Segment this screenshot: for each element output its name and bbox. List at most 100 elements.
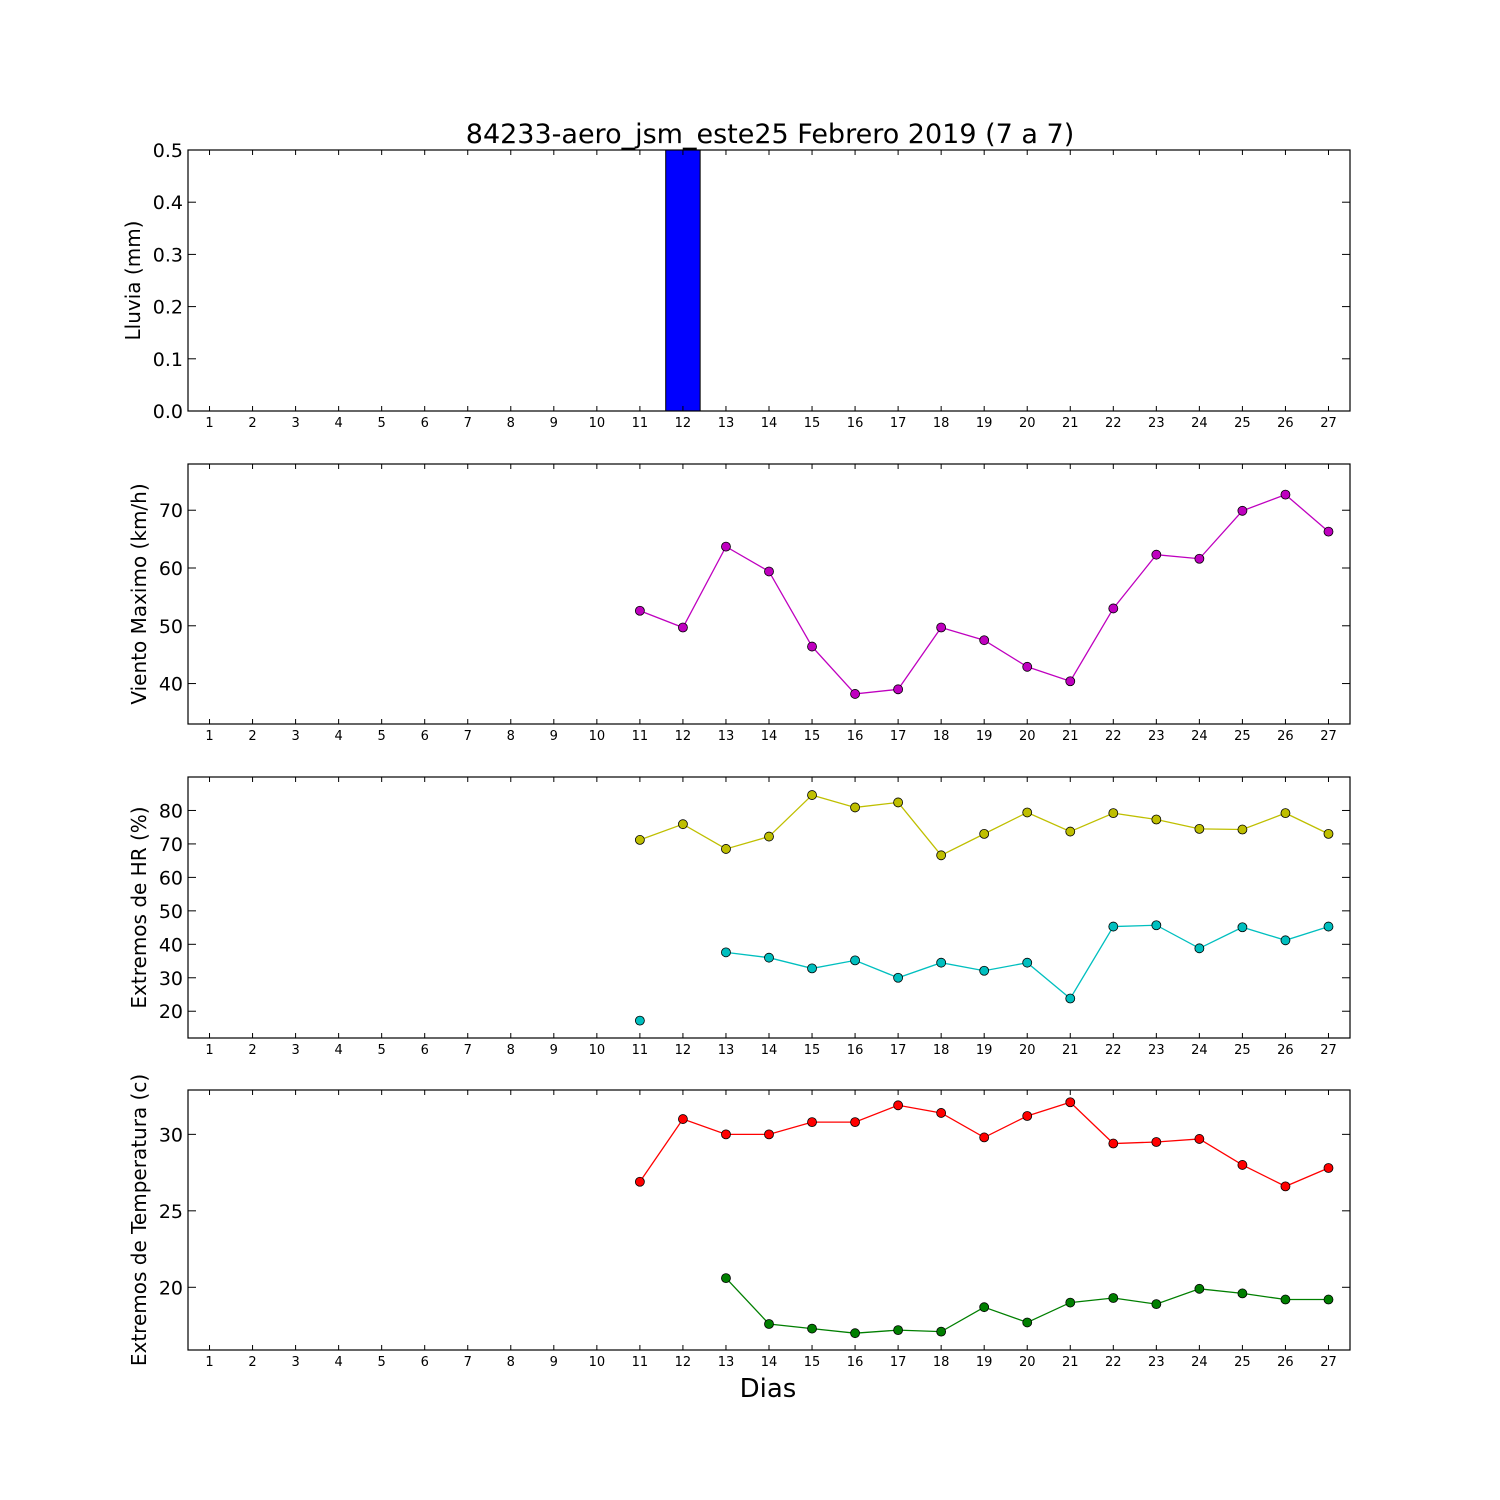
rain-x-tick-label: 24 [1191,416,1208,431]
wind-x-tick-label: 23 [1148,729,1165,744]
hr-series-1-line [639,794,1329,857]
temp-x-tick-label: 27 [1320,1355,1337,1370]
wind-x-tick-label: 10 [589,729,606,744]
wind-axes-frame [187,463,1351,725]
wind-series-1-point [1323,526,1334,537]
chart-title: 84233-aero_jsm_este25 Febrero 2019 (7 a … [466,119,1074,150]
wind-x-tick-label: 20 [1019,729,1036,744]
hr-series-2-point [1323,921,1334,932]
temp-x-tick-label: 6 [421,1355,429,1370]
rain-x-tick-label: 25 [1234,416,1251,431]
wind-series-1-point [893,684,904,695]
wind-x-tick-label: 26 [1277,729,1294,744]
hr-x-tick-label: 12 [675,1043,692,1058]
temp-series-1-point [634,1176,645,1187]
temp-series-1-point [850,1117,860,1128]
rain-x-tick-label: 6 [421,416,429,431]
hr-y-tick-label: 50 [159,901,183,923]
temp-x-tick-label: 24 [1191,1355,1208,1370]
hr-series-1-point [850,802,860,813]
wind-x-tick-label: 27 [1320,729,1337,744]
temp-x-tick-label: 3 [291,1355,299,1370]
temp-x-tick-label: 23 [1148,1355,1165,1370]
hr-series-1-point [764,831,774,842]
rain-bar [665,150,701,411]
wind-x-tick-label: 13 [718,729,735,744]
hr-series-2-point [1280,935,1291,946]
temp-series-2-point [1151,1299,1162,1310]
hr-x-tick-label: 1 [205,1043,213,1058]
rain-y-tick-label: 0.2 [153,297,183,319]
hr-series-2-point [979,965,990,976]
hr-series-1-point [678,819,688,830]
hr-y-axis-label: Extremos de HR (%) [127,806,151,1008]
wind-series-1-point [1108,603,1119,614]
wind-series-1-point [1151,549,1162,560]
rain-x-tick-label: 15 [804,416,821,431]
wind-x-tick-label: 14 [761,729,778,744]
hr-x-tick-label: 21 [1062,1043,1079,1058]
hr-x-tick-label: 10 [589,1043,606,1058]
temp-x-tick-label: 1 [205,1355,213,1370]
hr-series-1-point [979,828,990,839]
rain-data-area [622,150,1347,411]
hr-y-tick-label: 60 [159,867,183,889]
wind-series-1-point [807,641,817,652]
hr-series-2-point [1194,943,1205,954]
temp-series-2-point [721,1273,731,1284]
hr-y-tick-label: 20 [159,1001,183,1023]
hr-x-tick-label: 6 [421,1043,429,1058]
rain-y-tick-label: 0.1 [153,349,183,371]
hr-series-2-point [1108,921,1119,932]
temp-x-tick-label: 15 [804,1355,821,1370]
hr-series-2-point [893,972,904,983]
hr-series-1-point [1323,828,1334,839]
wind-series-1-point [1280,489,1291,500]
hr-data-area [634,790,1334,1026]
wind-series-1-point [1194,553,1205,564]
hr-x-tick-label: 8 [507,1043,515,1058]
temp-series-2-point [1065,1297,1076,1308]
wind-x-tick-label: 3 [291,729,299,744]
hr-panel: 1 2 3 4 5 6 7 8 9 10 11 12 13 14 15 16 17 18 19 20 21 22 23 24 2… [127,776,1351,1058]
temp-series-2-point [807,1323,817,1334]
hr-x-tick-label: 11 [632,1043,649,1058]
rain-y-tick-label: 0.4 [153,192,183,214]
wind-series-1-point [678,622,688,633]
wind-x-tick-label: 22 [1105,729,1122,744]
temp-x-tick-label: 13 [718,1355,735,1370]
hr-x-tick-label: 3 [291,1043,299,1058]
temp-series-2-point [850,1328,860,1339]
hr-x-tick-label: 14 [761,1043,778,1058]
wind-series-1-point [850,689,860,699]
rain-y-tick-label: 0.5 [153,140,183,162]
temp-series-1-line [639,1101,1329,1188]
rain-axes-frame [187,149,1351,412]
rain-x-tick-label: 9 [550,416,558,431]
temp-x-tick-label: 9 [550,1355,558,1370]
temp-data-area [634,1097,1334,1339]
hr-series-1-point [1108,808,1119,819]
hr-x-tick-label: 9 [550,1043,558,1058]
hr-series-2-point [850,955,860,966]
temp-x-tick-label: 20 [1019,1355,1036,1370]
hr-series-2-point [1151,920,1162,931]
wind-x-tick-label: 11 [632,729,649,744]
rain-panel: 1 2 3 4 5 6 7 8 9 10 11 12 13 14 15 16 17 18 19 20 21 22 23 24 2… [121,140,1351,431]
temp-series-2-point [1108,1293,1119,1303]
wind-series-1-point [721,541,731,552]
temp-series-2-point [893,1325,904,1336]
temp-series-2-point [1323,1294,1334,1305]
rain-x-tick-label: 26 [1277,416,1294,431]
hr-y-tick-label: 70 [159,834,183,856]
hr-series-2-point [936,957,947,968]
hr-y-tick-label: 40 [159,934,183,956]
hr-x-tick-label: 22 [1105,1043,1122,1058]
hr-series-1-point [807,790,817,800]
wind-data-area [634,489,1334,699]
hr-y-tick-label: 30 [159,968,183,990]
hr-series-2-point [1237,922,1248,933]
wind-x-tick-label: 15 [804,729,821,744]
x-axis-label: Dias [740,1374,797,1404]
temp-x-tick-label: 16 [847,1355,864,1370]
